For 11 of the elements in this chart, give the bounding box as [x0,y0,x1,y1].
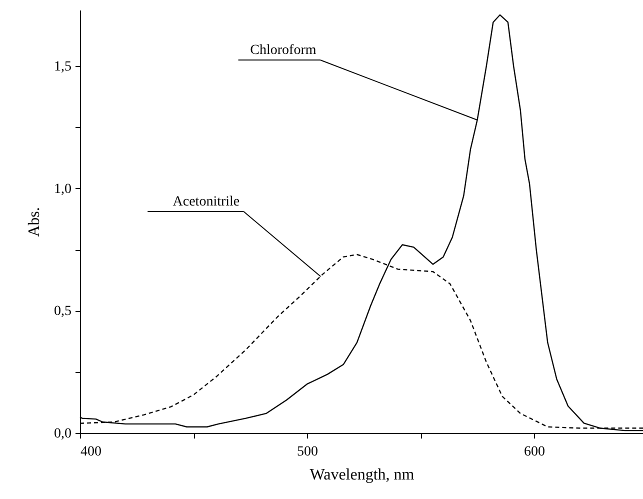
y-tick-label: 0,0 [54,426,72,442]
x-tick-label: 500 [297,444,318,460]
y-tick-label: 0,5 [54,304,72,320]
y-axis-title: Abs. [26,207,43,237]
annotation: Acetonitrile [172,194,240,210]
y-tick-label: 1,5 [54,60,72,75]
x-axis-title: Wavelength, nm [310,466,415,484]
y-tick-label: 1,0 [54,182,72,197]
x-tick-label: 400 [80,444,102,460]
x-tick-label: 600 [524,444,546,460]
annotation: Chloroform [250,43,316,58]
